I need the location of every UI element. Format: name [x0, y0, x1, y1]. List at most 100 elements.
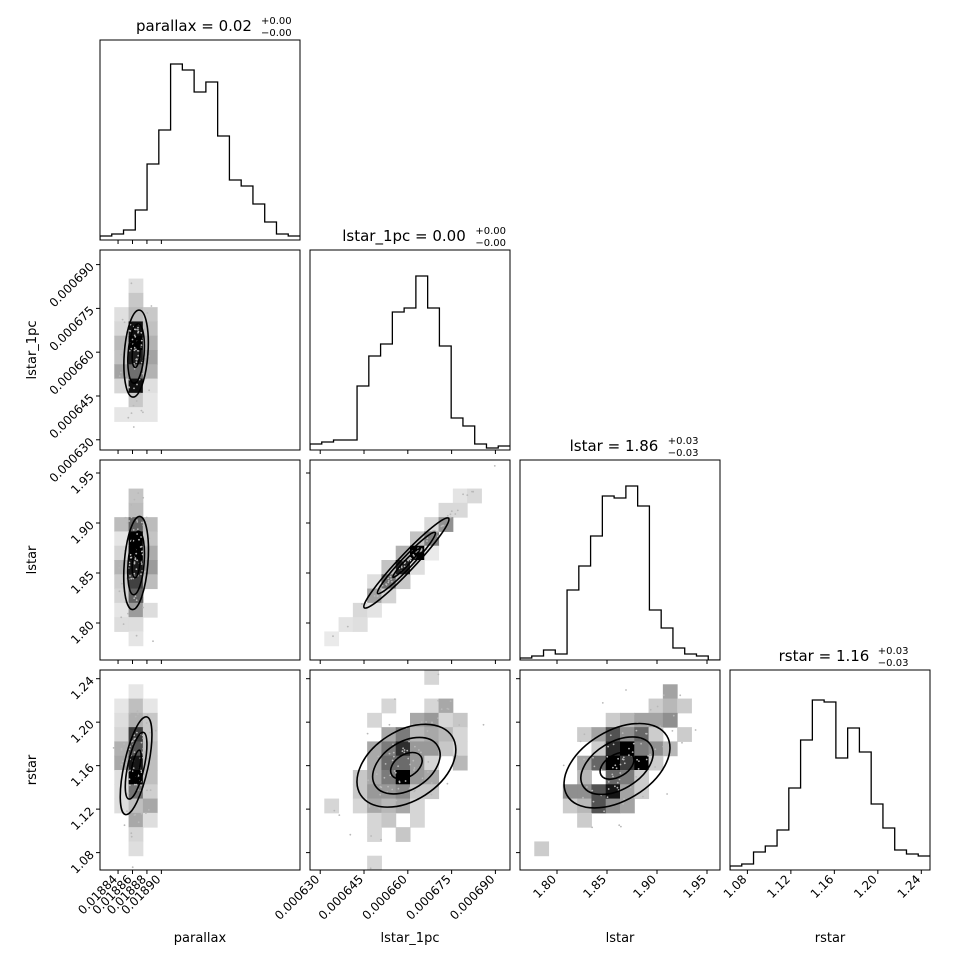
sample-point	[636, 758, 638, 761]
panel-frame	[519, 459, 721, 661]
sample-point	[346, 625, 349, 628]
sample-point	[493, 465, 496, 467]
x-tick-label: 1.24	[895, 872, 924, 901]
density-cell	[114, 727, 130, 742]
density-cell	[367, 812, 382, 828]
contour-outer	[363, 517, 450, 609]
sample-point	[140, 563, 143, 565]
sample-point	[421, 777, 424, 780]
sample-point	[614, 785, 616, 788]
sample-point	[140, 550, 143, 553]
sample-point	[135, 361, 138, 364]
sample-point	[631, 751, 634, 753]
density-cell	[452, 727, 468, 742]
contour-outer	[356, 723, 457, 808]
contour-inner	[599, 751, 635, 780]
sample-point	[432, 529, 435, 532]
density-cell	[438, 741, 454, 757]
sample-point	[137, 821, 140, 824]
density-cell	[128, 741, 144, 757]
contour-middle	[127, 323, 146, 385]
sample-point	[125, 761, 128, 764]
sample-point	[395, 799, 398, 802]
sample-point	[146, 545, 148, 548]
sample-point	[112, 747, 115, 749]
density-cell	[114, 307, 130, 322]
sample-point	[141, 734, 144, 737]
sample-point	[391, 788, 394, 791]
density-cell	[142, 407, 158, 422]
density-cell	[142, 531, 158, 547]
sample-point	[403, 565, 406, 568]
x-tick-label: 1.20	[851, 872, 880, 901]
sample-point	[694, 729, 697, 731]
sample-point	[662, 694, 665, 697]
sample-point	[121, 318, 124, 321]
sample-point	[135, 348, 137, 351]
sample-point	[149, 789, 152, 791]
sample-point	[645, 758, 648, 761]
sample-point	[361, 603, 363, 605]
sample-point	[426, 730, 429, 732]
sample-point	[133, 751, 136, 753]
panel-frame	[309, 249, 511, 451]
sample-point	[404, 780, 407, 782]
sample-point	[623, 762, 626, 765]
sample-point	[137, 492, 140, 494]
density-cell	[128, 292, 144, 308]
density-cell	[114, 574, 130, 590]
sample-point	[127, 612, 129, 615]
sample-point	[136, 383, 138, 386]
density-cell	[114, 798, 130, 814]
sample-point	[128, 520, 131, 522]
x-tick-label: 1.12	[764, 872, 793, 901]
density-cell	[114, 364, 130, 380]
sample-point	[436, 531, 438, 533]
density-cell	[114, 698, 130, 714]
x-tick-label: 1.16	[808, 872, 837, 901]
sample-point	[140, 344, 143, 346]
density-cell	[677, 727, 692, 742]
sample-point	[127, 770, 130, 773]
density-lstar-vs-parallax	[114, 488, 158, 647]
sample-point	[127, 792, 130, 794]
title-parallax: parallax = 0.02	[136, 17, 252, 35]
panel-lstar-vs-lstar: lstar = 1.86 +0.03−0.03	[519, 436, 721, 664]
title-sup-rstar: +0.03	[878, 646, 909, 657]
panel-parallax-vs-parallax: parallax = 0.02 +0.00−0.00	[99, 16, 301, 244]
density-cell	[562, 798, 578, 814]
sample-point	[388, 723, 391, 726]
sample-point	[133, 734, 136, 737]
density-cell	[410, 812, 425, 828]
sample-point	[663, 747, 666, 750]
sample-point	[437, 530, 440, 533]
sample-point	[130, 577, 133, 580]
sample-point	[132, 577, 135, 580]
sample-point	[454, 513, 457, 515]
density-cell	[128, 278, 144, 294]
sample-point	[125, 763, 128, 766]
sample-point	[121, 582, 123, 585]
density-cell	[424, 741, 440, 757]
sample-point	[394, 698, 396, 700]
sample-point	[681, 741, 683, 744]
sample-point	[642, 795, 644, 798]
y-tick-label: 1.12	[68, 804, 97, 833]
sample-point	[591, 826, 593, 829]
sample-point	[141, 553, 144, 556]
density-cell	[114, 560, 130, 575]
density-cell	[114, 407, 130, 422]
sample-point	[662, 745, 665, 748]
x-axis-label-rstar: rstar	[815, 931, 846, 946]
sample-point	[679, 694, 682, 697]
sample-point	[420, 548, 423, 550]
sample-point	[450, 510, 453, 513]
sample-point	[387, 581, 390, 584]
density-cell	[424, 670, 440, 685]
density-cell	[352, 798, 368, 814]
sample-point	[579, 740, 582, 743]
contour-middle	[126, 530, 146, 596]
sample-point	[623, 798, 625, 801]
sample-point	[130, 282, 133, 285]
sample-point	[619, 763, 622, 766]
